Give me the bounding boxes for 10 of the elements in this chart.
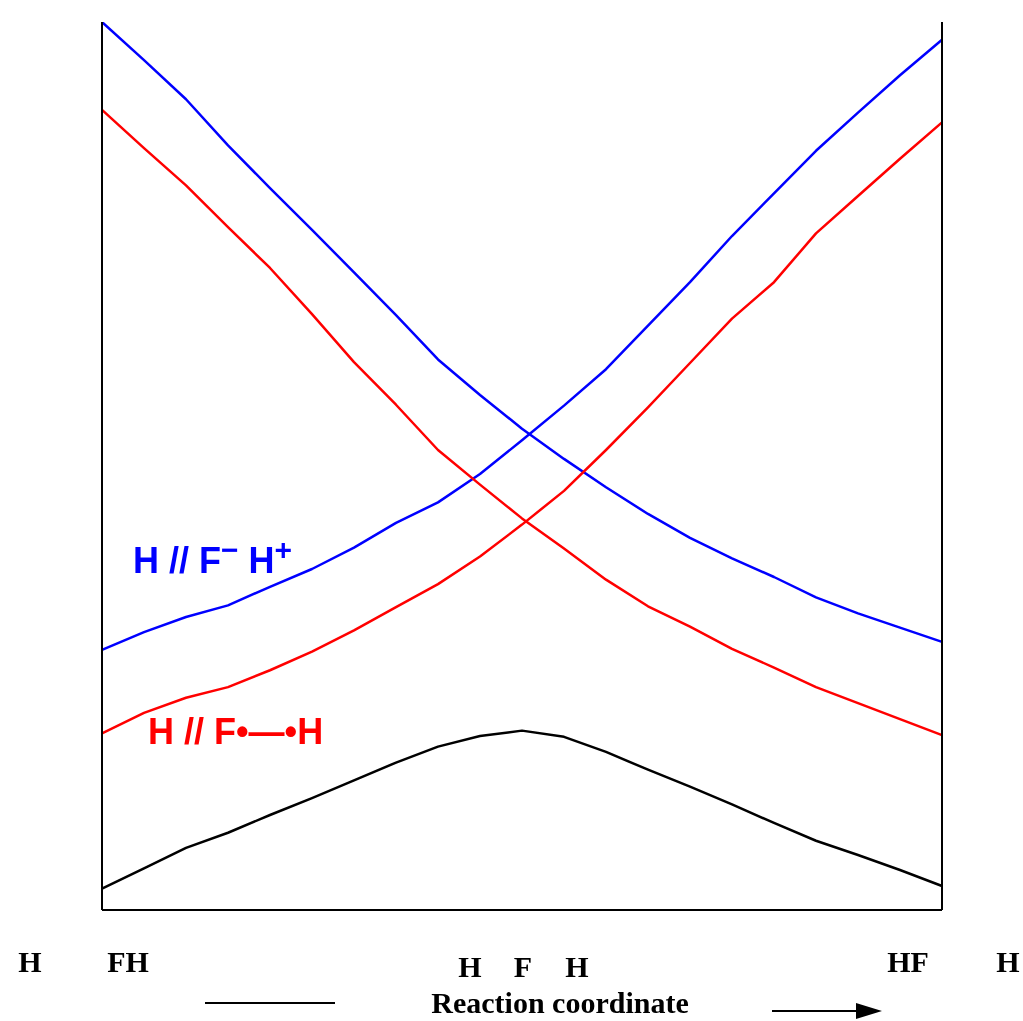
text: H — [458, 950, 482, 984]
text: FH — [107, 945, 149, 979]
text: H — [565, 950, 589, 984]
x-axis-title: Reaction coordinate — [431, 986, 689, 1020]
series-label: H // F•—•H — [148, 711, 324, 753]
text: HF — [887, 945, 929, 979]
series-label: H // F$^{−}$ H$^{+}$ — [133, 533, 293, 582]
text: F — [513, 950, 533, 984]
text: H — [996, 945, 1020, 979]
text: H — [18, 945, 42, 979]
